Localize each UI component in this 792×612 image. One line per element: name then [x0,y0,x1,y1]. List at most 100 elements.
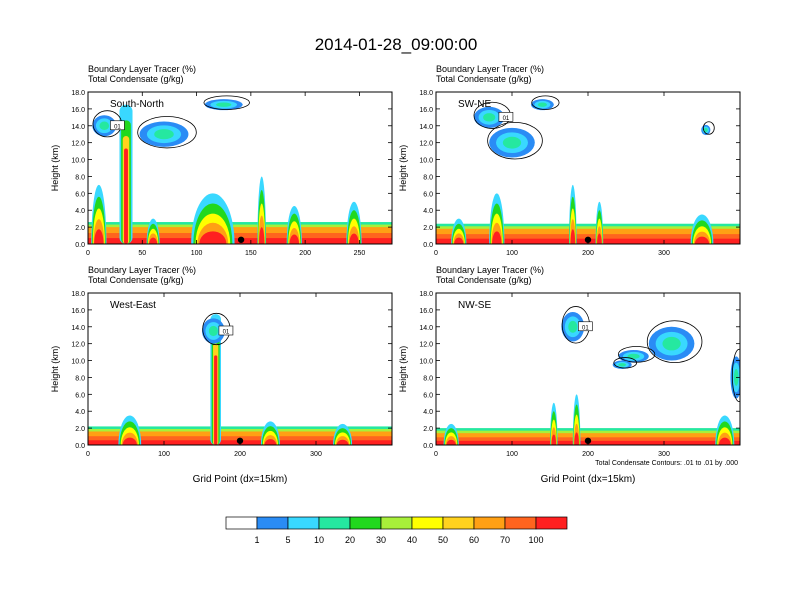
y-tick-label: 2.0 [75,426,85,433]
x-tick-label: 100 [191,250,203,257]
y-tick-label: 6.0 [75,191,85,198]
panel-title-tracer: Boundary Layer Tracer (%) [436,265,544,275]
location-marker [237,236,245,243]
colorbar-swatch [287,516,320,530]
x-tick-label: 0 [86,250,90,257]
x-tick-label: 50 [138,250,146,257]
plume [597,233,602,244]
y-tick-label: 10.0 [419,158,433,165]
plume [259,227,265,244]
plot-background [88,293,392,445]
panel-title-condensate: Total Condensate (g/kg) [436,74,532,84]
panel-title-tracer: Boundary Layer Tracer (%) [88,64,196,74]
y-tick-label: 16.0 [419,308,433,315]
y-tick-label: 14.0 [419,124,433,131]
contour-label: 01 [223,330,230,336]
location-marker [236,437,244,444]
colorbar-label: 20 [345,535,355,545]
location-marker [584,437,592,444]
x-tick-label: 200 [582,451,594,458]
panel-3: Boundary Layer Tracer (%)Total Condensat… [50,265,393,485]
condensate-contour [137,116,197,149]
y-tick-label: 10.0 [71,359,85,366]
upper-cloud [99,121,110,130]
panel-title-condensate: Total Condensate (g/kg) [88,74,184,84]
x-tick-label: 300 [658,451,670,458]
y-tick-label: 4.0 [423,409,433,416]
panels: Boundary Layer Tracer (%)Total Condensat… [50,64,741,485]
colorbar-label: 60 [469,535,479,545]
colorbar-swatch [349,516,382,530]
x-tick-label: 0 [86,451,90,458]
y-tick-label: 6.0 [75,392,85,399]
contour-label-box [218,325,234,336]
colorbar-label: 40 [407,535,417,545]
contour-label: 01 [114,124,121,130]
contour-label-box [110,120,125,131]
upper-cloud [703,127,708,133]
y-axis-label: Height (km) [398,145,408,192]
y-tick-label: 0.0 [423,242,433,249]
convective-column [214,355,218,445]
y-tick-label: 0.0 [423,443,433,450]
x-tick-label: 100 [506,451,518,458]
cross-section-label: West-East [110,300,156,311]
colorbar-label: 10 [314,535,324,545]
condensate-contour [613,357,637,369]
plume [694,236,710,244]
upper-cloud [483,113,496,122]
contour-footnote: Total Condensate Contours: .01 to .01 by… [595,460,738,467]
plume [349,233,359,244]
plume [149,237,158,244]
condensate-contour [731,348,740,403]
y-tick-label: 0.0 [75,242,85,249]
x-tick-label: 250 [354,250,366,257]
colorbar-swatch [504,516,537,530]
colorbar-label: 5 [285,535,290,545]
plume [122,437,137,445]
contour-label-box [578,321,593,332]
y-tick-label: 14.0 [71,325,85,332]
upper-cloud [618,363,626,367]
plume [446,439,456,445]
colorbar-swatch [256,516,289,530]
x-tick-label: 100 [506,250,518,257]
y-tick-label: 16.0 [71,308,85,315]
plume [551,434,557,445]
y-tick-label: 14.0 [71,124,85,131]
y-tick-label: 4.0 [423,208,433,215]
y-tick-label: 2.0 [423,225,433,232]
colorbar-swatch [318,516,351,530]
y-tick-label: 18.0 [419,291,433,298]
x-tick-label: 300 [658,250,670,257]
cross-section-label: South-North [110,99,164,110]
y-tick-label: 18.0 [71,90,85,97]
y-tick-label: 8.0 [423,375,433,382]
upper-cloud [154,129,174,140]
y-axis-label: Height (km) [398,346,408,393]
upper-cloud [627,353,640,359]
colorbar-swatch [442,516,475,530]
plume [574,432,579,445]
y-tick-label: 12.0 [419,342,433,349]
plume [454,237,464,244]
colorbar-swatch [411,516,444,530]
condensate-contour [702,121,715,135]
y-tick-label: 2.0 [75,225,85,232]
y-tick-label: 6.0 [423,191,433,198]
upper-cloud [208,325,218,337]
plume [94,229,104,244]
plume [336,439,349,445]
y-tick-label: 18.0 [71,291,85,298]
x-tick-label: 200 [299,250,311,257]
y-tick-label: 8.0 [75,174,85,181]
y-tick-label: 0.0 [75,443,85,450]
colorbar-swatch [380,516,413,530]
colorbar-label: 1 [254,535,259,545]
panel-4: Boundary Layer Tracer (%)Total Condensat… [398,265,741,485]
contour-label: 01 [503,116,510,122]
panel-title-condensate: Total Condensate (g/kg) [436,275,532,285]
cross-section-label: SW-NE [458,99,491,110]
plume [199,231,227,244]
